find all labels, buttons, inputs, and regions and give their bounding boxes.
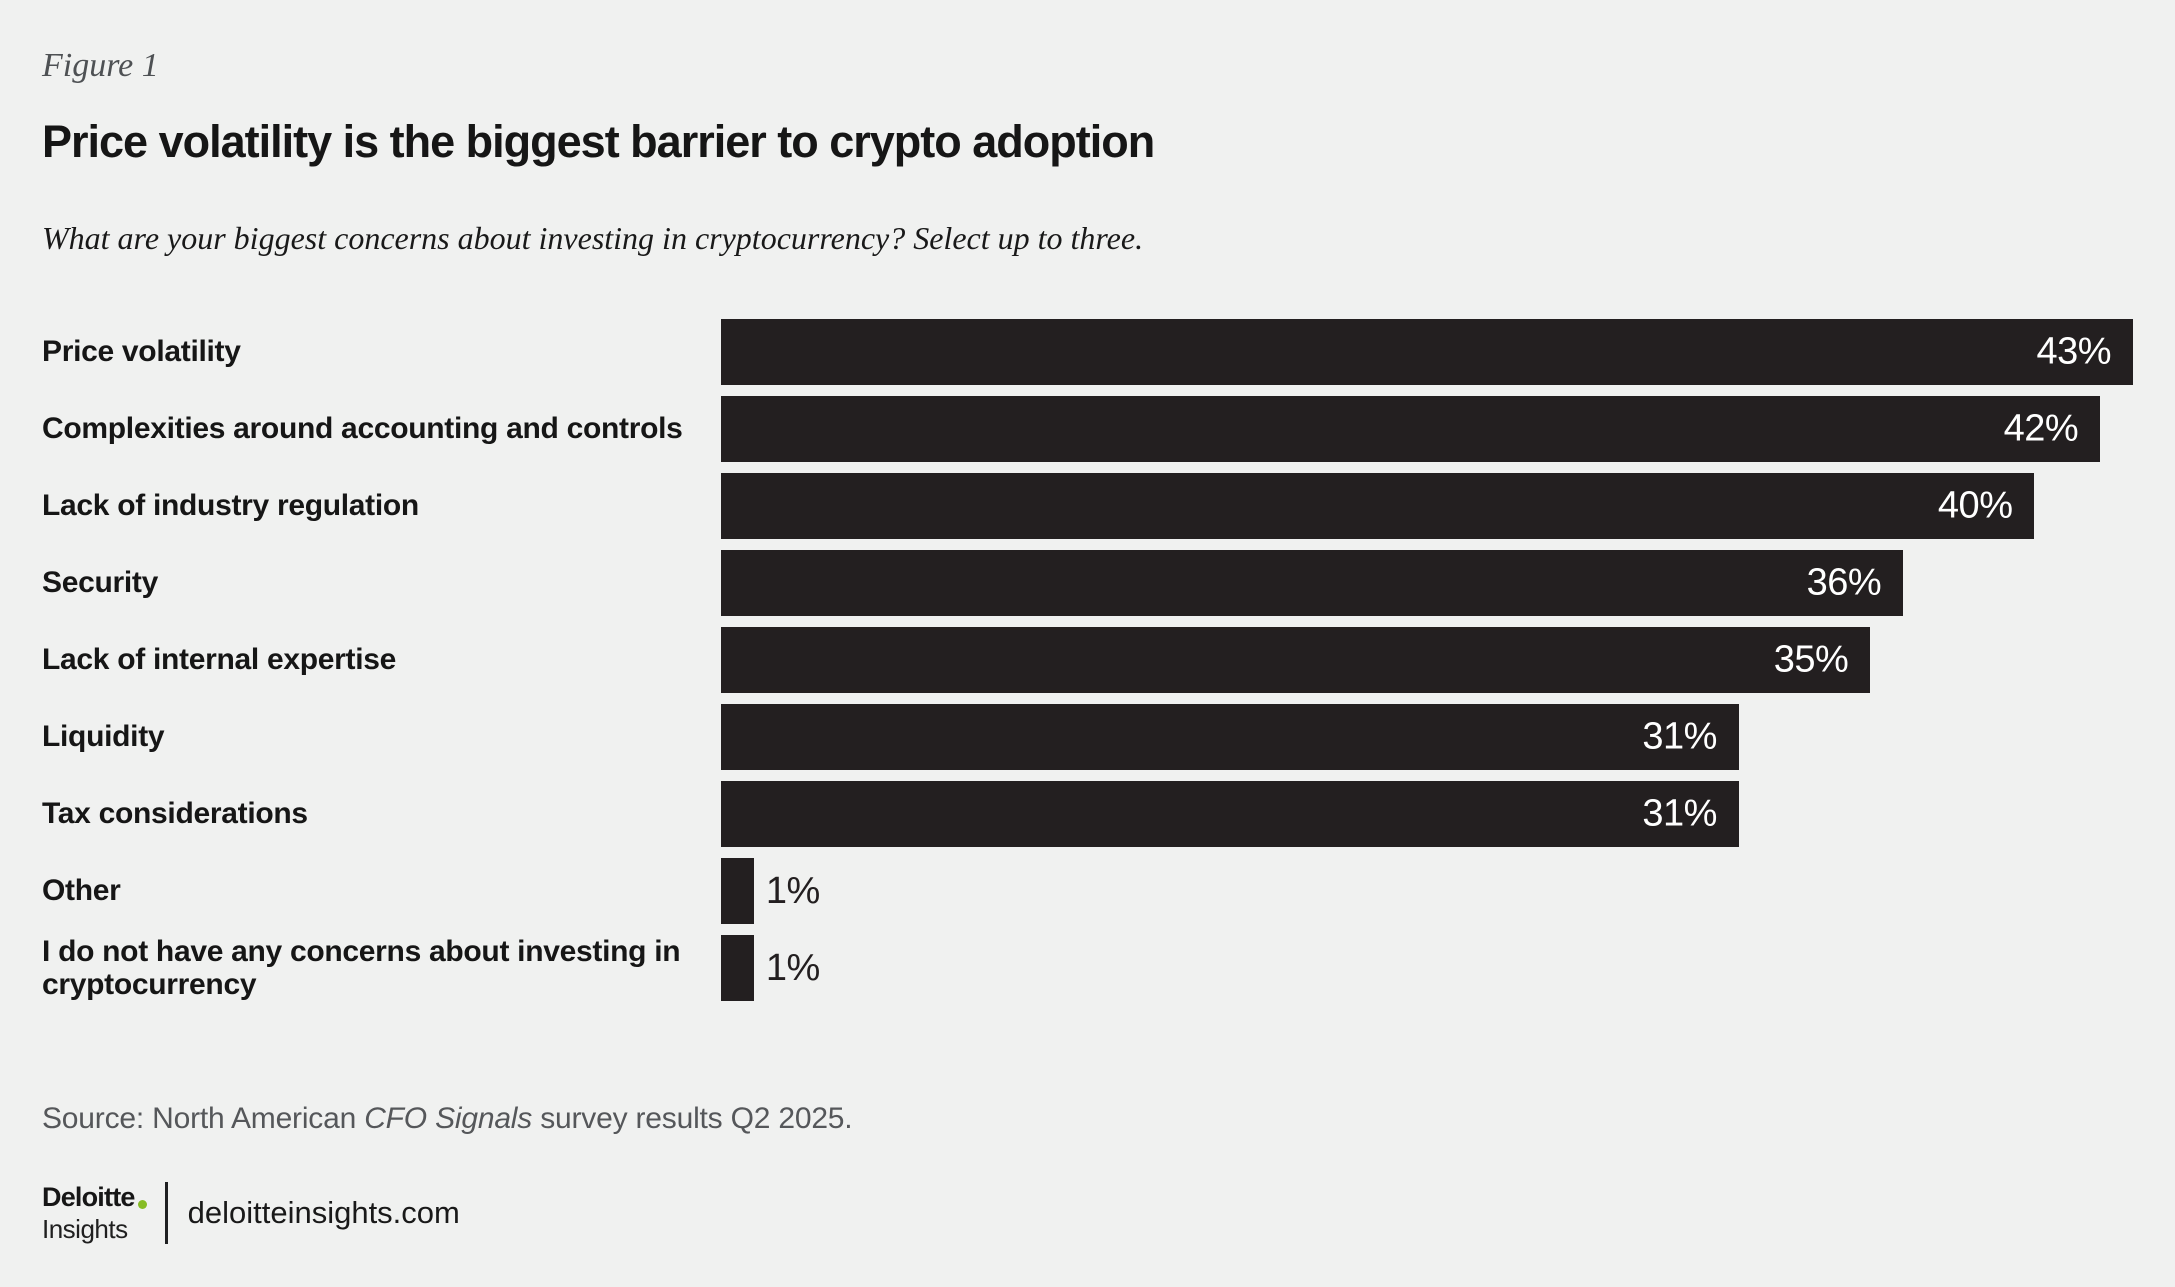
category-label: Tax considerations: [42, 797, 308, 831]
deloitte-insights-logo: Deloitte Insights: [42, 1181, 147, 1244]
bar-area: 1%: [721, 858, 2133, 925]
value-label: 1%: [765, 946, 820, 989]
category-label: Price volatility: [42, 335, 241, 369]
category-label: Lack of internal expertise: [42, 643, 397, 677]
category-label: I do not have any concerns about investi…: [42, 934, 681, 1002]
chart-row: Liquidity 31%: [42, 699, 2133, 776]
value-label: 43%: [2036, 330, 2111, 373]
chart-row: Security 36%: [42, 545, 2133, 622]
bar: 31%: [721, 781, 1739, 848]
bar: 43%: [721, 319, 2133, 386]
footer: Deloitte Insights deloitteinsights.com: [42, 1181, 2133, 1244]
bar-area: 35%: [721, 627, 2133, 694]
bar-area: 40%: [721, 473, 2133, 540]
bar: 42%: [721, 396, 2101, 463]
value-label: 1%: [765, 869, 820, 912]
category-label: Complexities around accounting and contr…: [42, 412, 683, 446]
chart-row: I do not have any concerns about investi…: [42, 930, 2133, 1007]
chart-subtitle: What are your biggest concerns about inv…: [42, 220, 1144, 257]
bar-area: 43%: [721, 319, 2133, 386]
bar-area: 31%: [721, 781, 2133, 848]
value-label: 40%: [1937, 484, 2013, 527]
value-label: 35%: [1773, 638, 1849, 681]
bar: 35%: [721, 627, 1871, 694]
brand-insights-text: Insights: [42, 1213, 128, 1244]
source-note: Source: North American CFO Signals surve…: [42, 1099, 2133, 1138]
bar-area: 36%: [721, 550, 2133, 617]
bar: 40%: [721, 473, 2035, 540]
bar-chart: Price volatility 43% Complexities around a…: [42, 314, 2133, 1007]
value-label: 31%: [1642, 792, 1717, 835]
bar: [721, 935, 754, 1002]
chart-row: Tax considerations 31%: [42, 776, 2133, 853]
chart-rows: Price volatility 43% Complexities around a…: [42, 314, 2133, 1007]
bar-area: 31%: [721, 704, 2133, 771]
category-label: Other: [42, 874, 121, 908]
source-suffix: survey results Q2 2025.: [532, 1101, 853, 1135]
figure-label: Figure 1: [42, 47, 159, 84]
bar-area: 42%: [721, 396, 2133, 463]
chart-row: Price volatility 43%: [42, 314, 2133, 391]
category-label: Liquidity: [42, 720, 165, 754]
chart-row: Other 1%: [42, 853, 2133, 930]
value-label: 36%: [1806, 561, 1882, 604]
source-italic: CFO Signals: [364, 1101, 533, 1135]
bar: 31%: [721, 704, 1739, 771]
value-label: 31%: [1642, 715, 1717, 758]
category-label: Lack of industry regulation: [42, 489, 419, 523]
source-prefix: Source: North American: [42, 1101, 365, 1135]
value-label: 42%: [2003, 407, 2079, 450]
brand-wordmark: Deloitte: [42, 1181, 147, 1212]
brand-deloitte-text: Deloitte: [42, 1181, 135, 1212]
bar-area: 1%: [721, 935, 2133, 1002]
footer-url: deloitteinsights.com: [187, 1194, 460, 1230]
bar: [721, 858, 754, 925]
chart-title: Price volatility is the biggest barrier …: [42, 115, 1155, 167]
bar: 36%: [721, 550, 1904, 617]
footer-divider: [164, 1181, 168, 1244]
deloitte-green-dot-icon: [137, 1199, 147, 1209]
chart-row: Lack of industry regulation 40%: [42, 468, 2133, 545]
category-label: Security: [42, 566, 158, 600]
chart-row: Lack of internal expertise 35%: [42, 622, 2133, 699]
chart-row: Complexities around accounting and contr…: [42, 391, 2133, 468]
